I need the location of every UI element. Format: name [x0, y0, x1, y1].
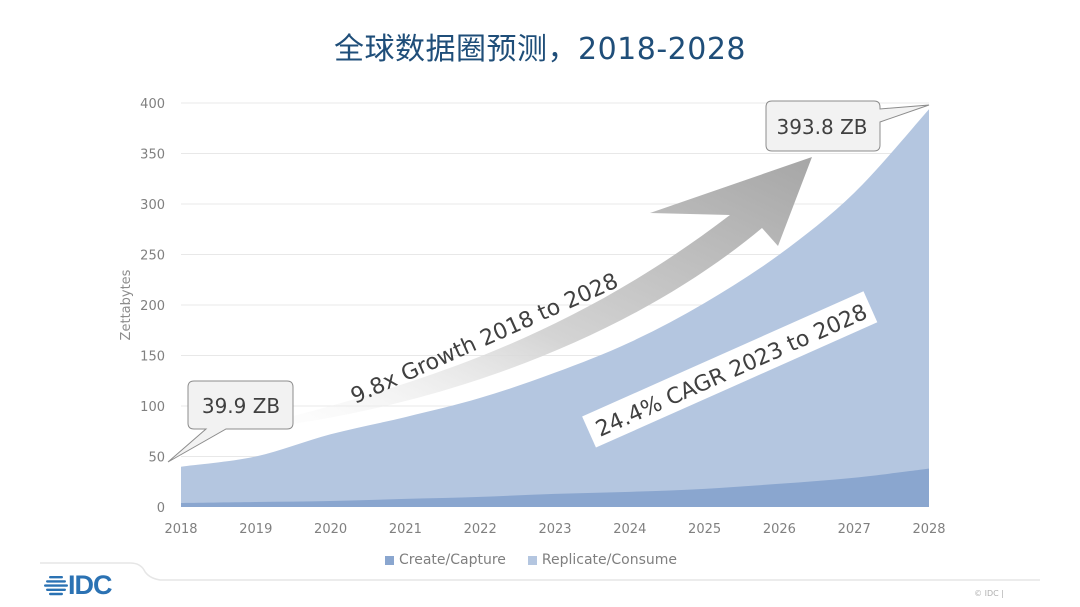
y-axis-ticks: 0 50 100 150 200 250 300 350 400: [140, 97, 165, 516]
y-tick-label: 150: [140, 350, 165, 365]
y-tick-label: 0: [157, 501, 165, 516]
x-tick-label: 2028: [912, 522, 945, 537]
globe-icon: [44, 575, 68, 595]
idc-logo: IDC: [44, 570, 112, 601]
callout-start: 39.9 ZB: [167, 380, 294, 463]
y-tick-label: 400: [140, 97, 165, 112]
y-axis-label: Zettabytes: [119, 269, 134, 340]
legend-label: Replicate/Consume: [541, 552, 678, 568]
y-tick-label: 300: [140, 198, 165, 213]
legend: Create/Capture Replicate/Consume: [385, 552, 677, 568]
x-tick-label: 2025: [688, 522, 721, 537]
x-tick-label: 2024: [613, 522, 646, 537]
y-tick-label: 50: [148, 451, 165, 466]
legend-swatch-create-capture: [385, 555, 394, 565]
x-tick-label: 2020: [314, 522, 347, 537]
footer-divider: [40, 562, 1040, 581]
page-title: 全球数据圈预测，2018-2028: [333, 32, 747, 67]
x-tick-label: 2026: [763, 522, 796, 537]
legend-swatch-replicate-consume: [527, 555, 537, 565]
growth-arrow-icon: [230, 157, 812, 432]
y-tick-label: 350: [140, 148, 165, 163]
y-tick-label: 100: [140, 400, 165, 415]
logo-text: IDC: [68, 570, 112, 600]
x-tick-label: 2021: [389, 522, 422, 537]
legend-item-create-capture: Create/Capture: [385, 552, 506, 568]
callout-end: 393.8 ZB: [765, 100, 930, 152]
copyright: © IDC |: [974, 589, 1004, 598]
x-tick-label: 2019: [239, 522, 272, 537]
replicate-consume-area: [181, 109, 929, 508]
callout-end-text: 393.8 ZB: [776, 115, 867, 139]
x-tick-label: 2018: [164, 522, 197, 537]
x-tick-label: 2022: [464, 522, 497, 537]
y-tick-label: 250: [140, 249, 165, 264]
x-axis-ticks: 2018 2019 2020 2021 2022 2023 2024 2025 2026 2027…: [164, 522, 945, 537]
legend-item-replicate-consume: Replicate/Consume: [527, 552, 678, 568]
x-tick-label: 2023: [538, 522, 571, 537]
x-tick-label: 2027: [838, 522, 871, 537]
legend-label: Create/Capture: [399, 552, 506, 568]
callout-start-text: 39.9 ZB: [202, 394, 280, 418]
create-capture-area: [181, 468, 929, 507]
y-tick-label: 200: [140, 299, 165, 314]
